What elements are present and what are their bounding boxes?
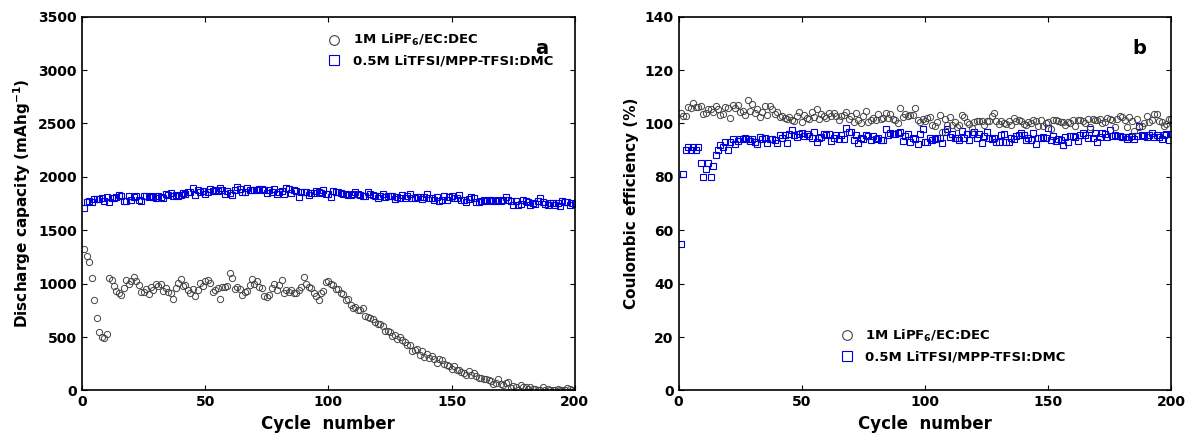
Text: a: a — [535, 39, 548, 58]
X-axis label: Cycle  number: Cycle number — [858, 415, 992, 433]
Y-axis label: Discharge capacity (mAhg$^{-1}$): Discharge capacity (mAhg$^{-1}$) — [11, 79, 32, 329]
Legend: 1M LiPF$_6$/EC:DEC, 0.5M LiTFSI/MPP-TFSI:DMC: 1M LiPF$_6$/EC:DEC, 0.5M LiTFSI/MPP-TFSI… — [316, 27, 558, 73]
Legend: 1M LiPF$_6$/EC:DEC, 0.5M LiTFSI/MPP-TFSI:DMC: 1M LiPF$_6$/EC:DEC, 0.5M LiTFSI/MPP-TFSI… — [828, 323, 1071, 369]
Y-axis label: Coulombic efficiency (%): Coulombic efficiency (%) — [624, 98, 639, 309]
Text: b: b — [1132, 39, 1146, 58]
X-axis label: Cycle  number: Cycle number — [261, 415, 395, 433]
